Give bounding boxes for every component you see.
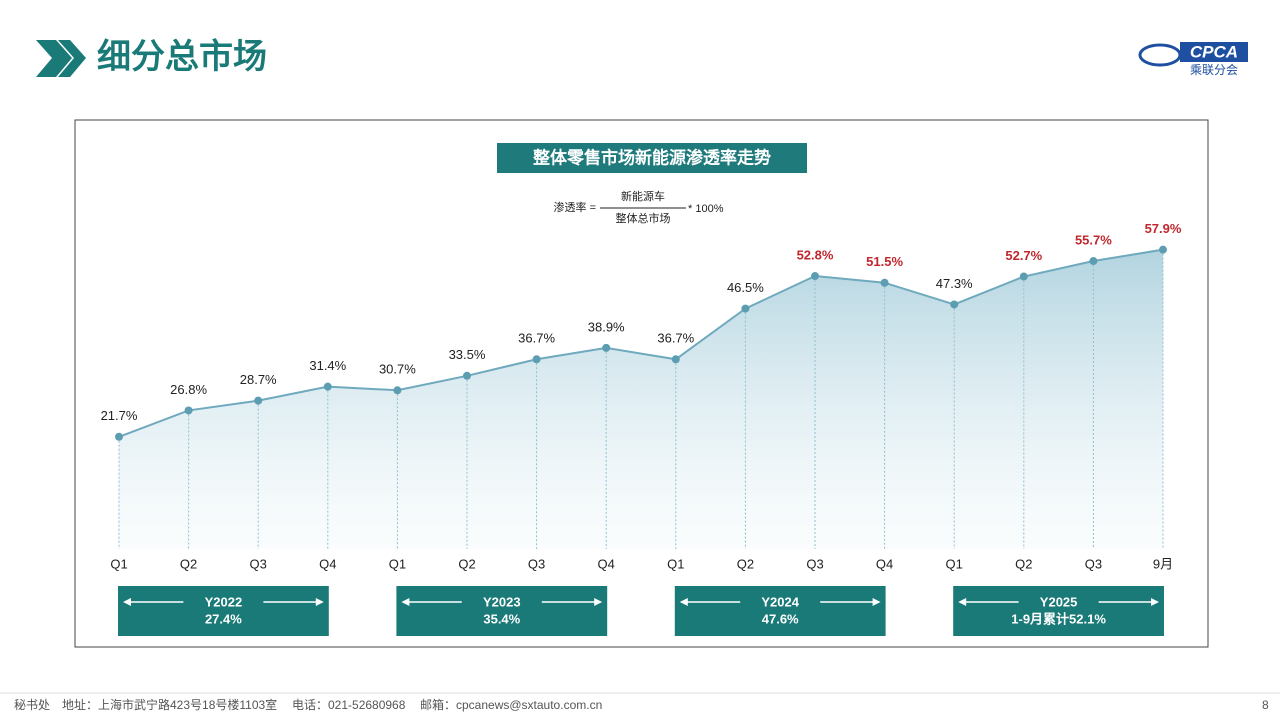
arrow-head [401,598,410,606]
point [811,272,819,281]
chart-title: 整体零售市场新能源渗透率走势 [533,147,771,167]
x-tick-label: Q4 [598,556,615,571]
x-tick-label: Q2 [1015,556,1032,571]
data-label: 26.8% [170,382,207,397]
data-label: 33.5% [449,347,486,362]
formula-denominator: 整体总市场 [616,211,671,225]
arrow-head [958,598,967,606]
area [119,249,1163,550]
footer-office: 秘书处 [14,698,50,712]
data-label: 47.3% [936,276,973,291]
data-label: 36.7% [518,331,555,346]
logo-text: CPCA [1190,42,1238,61]
point [1019,272,1028,281]
footer-email: 邮箱：cpcanews@sxtauto.com.cn [420,697,602,712]
point [950,300,959,309]
x-tick-label: Q4 [876,556,893,571]
footer-address: 地址：上海市武宁路423号18号楼1103室 [62,697,277,712]
page-number: 8 [1262,698,1269,712]
point [602,343,611,352]
arrow-head [1151,598,1159,606]
page-title: 细分总市场 [97,37,267,76]
arrow-head [594,598,603,606]
year-box [118,586,329,636]
point [254,396,263,405]
logo-sub: 乘联分会 [1190,63,1238,77]
x-tick-label: Q3 [1085,556,1102,571]
x-tick-label: Q1 [110,556,127,571]
year-box [396,586,608,636]
logo-mark [1138,43,1182,67]
year-label: Y2025 [1040,594,1078,609]
point [115,432,123,441]
year-value: 1-9月累计52.1% [1011,611,1106,626]
data-label: 52.8% [797,247,834,262]
x-tick-label: Q2 [180,556,197,571]
x-tick-label: Q1 [667,556,684,571]
point [880,278,889,287]
data-label: 30.7% [379,362,416,377]
data-label: 36.7% [657,331,694,346]
point [671,355,680,364]
point [741,304,750,313]
point [532,355,541,364]
arrow-head [872,598,881,606]
year-label: Y2023 [483,594,521,609]
data-label: 28.7% [240,372,277,387]
year-box [674,586,886,636]
chevron-icon [58,40,86,77]
point [184,406,193,415]
data-label: 51.5% [866,254,903,269]
data-label: 31.4% [309,358,346,373]
formula-numerator: 新能源车 [621,189,665,203]
year-box [953,586,1164,636]
data-label: 57.9% [1145,221,1182,236]
x-tick-label: Q4 [319,556,336,571]
chart-title-box [497,143,807,173]
data-label: 21.7% [101,408,138,423]
formula-rhs: * 100% [688,203,724,215]
arrow-head [123,598,131,606]
year-label: Y2022 [205,594,243,609]
line [118,248,1164,438]
year-label: Y2024 [761,594,799,609]
footer-phone: 电话：021-52680968 [292,698,406,712]
x-tick-label: Q3 [528,556,545,571]
point [463,371,471,380]
logo-box [1180,42,1248,62]
x-tick-label: 9月 [1153,556,1173,571]
x-tick-label: Q1 [389,556,406,571]
year-value: 47.6% [762,611,799,626]
point [1089,257,1098,266]
year-value: 27.4% [205,611,242,626]
point [393,386,402,395]
x-tick-label: Q3 [806,556,823,571]
arrow-head [315,598,324,606]
chevron-icon [36,40,72,77]
point [1159,245,1167,254]
x-tick-label: Q1 [946,556,963,571]
arrow-head [679,598,688,606]
point [323,382,332,391]
year-value: 35.4% [483,611,520,626]
formula-lhs: 渗透率 = [554,200,596,214]
x-tick-label: Q2 [737,556,754,571]
x-tick-label: Q3 [250,556,267,571]
data-label: 52.7% [1005,248,1042,263]
data-label: 38.9% [588,319,625,334]
data-label: 46.5% [727,280,764,295]
x-tick-label: Q2 [458,556,475,571]
data-label: 55.7% [1075,232,1112,247]
